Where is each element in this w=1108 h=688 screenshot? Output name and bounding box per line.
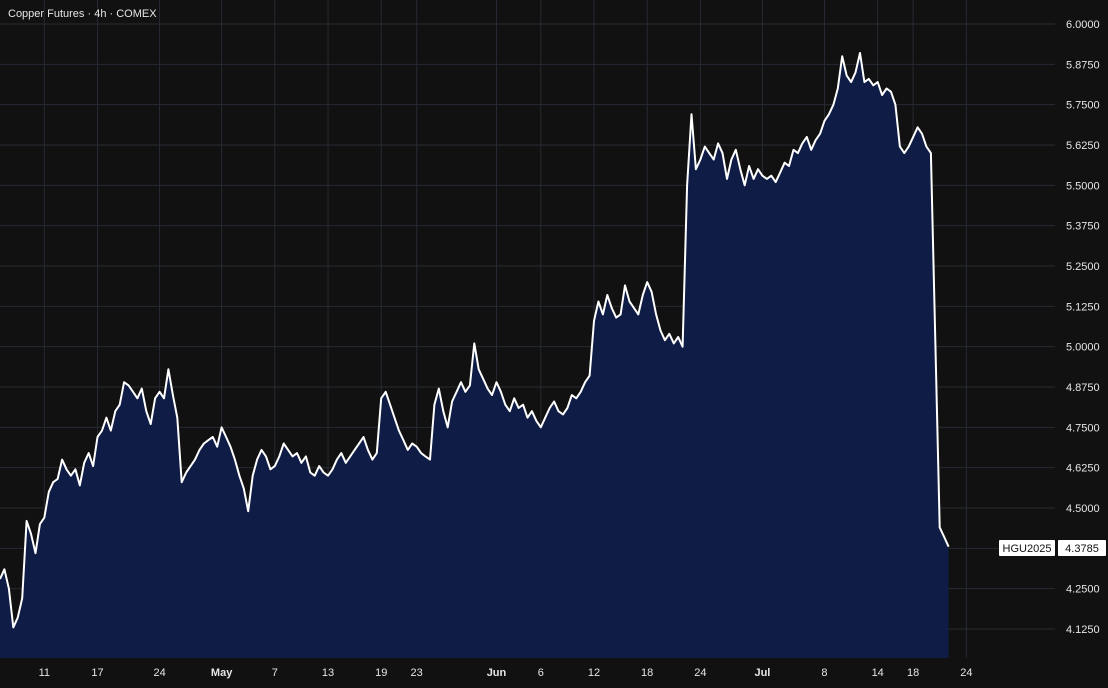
chart-title: Copper Futures · 4h · COMEX <box>8 8 157 20</box>
y-tick-label: 4.7500 <box>1066 422 1100 434</box>
x-tick-label: Jul <box>754 667 770 679</box>
y-tick-label: 5.8750 <box>1066 59 1100 71</box>
y-tick-label: 5.2500 <box>1066 261 1100 273</box>
last-price-tag-label: 4.3785 <box>1065 543 1099 555</box>
x-tick-label: 13 <box>322 667 334 679</box>
x-tick-label: 24 <box>153 667 165 679</box>
x-tick-label: 18 <box>641 667 653 679</box>
time-axis[interactable]: 11 17 24 May 7 13 19 23 Jun 6 12 18 24 Jul 8 14 18 24 <box>39 667 973 679</box>
x-tick-label: 6 <box>538 667 544 679</box>
last-price-tag: 4.3785 <box>1058 540 1106 556</box>
x-tick-label: 24 <box>694 667 706 679</box>
price-area-fill <box>0 53 949 658</box>
x-tick-label: 8 <box>821 667 827 679</box>
x-tick-label: 17 <box>91 667 103 679</box>
x-tick-label: 24 <box>960 667 972 679</box>
last-price-tags: HGU2025 4.3785 <box>999 540 1106 556</box>
symbol-tag: HGU2025 <box>999 540 1055 556</box>
y-tick-label: 5.7500 <box>1066 100 1100 112</box>
x-tick-label: May <box>211 667 233 679</box>
series-layer <box>0 52 950 658</box>
y-tick-label: 4.8750 <box>1066 382 1100 394</box>
x-tick-label: 14 <box>872 667 884 679</box>
y-tick-label: 4.6250 <box>1066 463 1100 475</box>
x-tick-label: 11 <box>39 667 50 679</box>
y-tick-label: 4.5000 <box>1066 503 1100 515</box>
price-line <box>0 52 950 629</box>
x-tick-label: 19 <box>375 667 387 679</box>
y-tick-label: 5.6250 <box>1066 140 1100 152</box>
y-tick-label: 5.0000 <box>1066 342 1100 354</box>
last-price-tag-bg <box>1058 540 1106 556</box>
x-tick-label: Jun <box>487 667 507 679</box>
symbol-tag-label: HGU2025 <box>1003 543 1052 555</box>
y-tick-label: 5.1250 <box>1066 301 1100 313</box>
x-tick-label: 12 <box>588 667 600 679</box>
y-tick-label: 5.3750 <box>1066 221 1100 233</box>
x-tick-label: 23 <box>411 667 423 679</box>
x-tick-label: 18 <box>907 667 919 679</box>
y-tick-label: 5.5000 <box>1066 180 1100 192</box>
y-tick-label: 6.0000 <box>1066 19 1100 31</box>
y-tick-label: 4.1250 <box>1066 624 1100 636</box>
symbol-tag-bg <box>999 540 1055 556</box>
x-tick-label: 7 <box>272 667 278 679</box>
y-tick-label: 4.2500 <box>1066 584 1100 596</box>
